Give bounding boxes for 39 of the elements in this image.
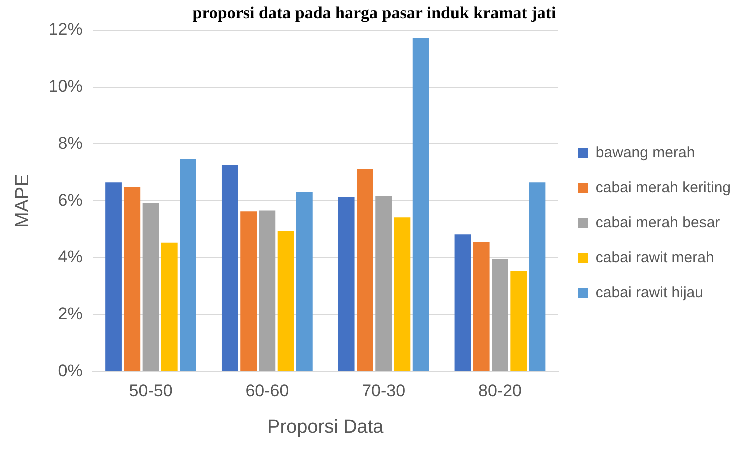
bar: [492, 259, 508, 372]
bar: [222, 166, 238, 372]
y-axis-title: MAPE: [12, 174, 34, 228]
chart-title: proporsi data pada harga pasar induk kramat jati: [192, 4, 557, 23]
bar: [529, 182, 546, 372]
x-tick-label: 80-20: [478, 382, 522, 401]
bar: [357, 169, 374, 372]
legend-label: cabai merah besar: [596, 214, 720, 232]
bar: [296, 192, 313, 372]
bar: [180, 158, 196, 372]
x-tick-label: 60-60: [246, 382, 290, 401]
x-tick-label: 50-50: [129, 382, 173, 401]
bar: [376, 196, 392, 372]
x-axis-title: Proporsi Data: [268, 416, 384, 438]
y-tick-label: 4%: [58, 248, 83, 267]
y-tick-label: 2%: [58, 304, 83, 324]
bar: [240, 212, 257, 372]
bar: [161, 242, 178, 372]
legend-label: cabai rawit merah: [596, 250, 714, 267]
bar: [338, 197, 355, 372]
y-tick-label: 6%: [58, 190, 83, 210]
bar: [259, 210, 276, 372]
bar: [394, 218, 411, 372]
bar: [412, 38, 430, 372]
bar: [454, 234, 472, 372]
bar: [142, 203, 160, 372]
bar: [473, 242, 490, 372]
legend-label: cabai merah keriting: [596, 180, 732, 197]
bar: [106, 182, 122, 372]
x-tick-label: 70-30: [362, 382, 406, 401]
legend-label: bawang merah: [596, 144, 696, 162]
y-tick-label: 12%: [48, 20, 83, 40]
bar: [510, 271, 528, 372]
bar: [278, 230, 294, 372]
bar: [124, 187, 141, 372]
legend-label: cabai rawit hijau: [596, 284, 704, 302]
y-tick-label: 10%: [48, 76, 83, 96]
y-tick-label: 8%: [58, 134, 83, 153]
y-tick-label: 0%: [58, 361, 83, 380]
